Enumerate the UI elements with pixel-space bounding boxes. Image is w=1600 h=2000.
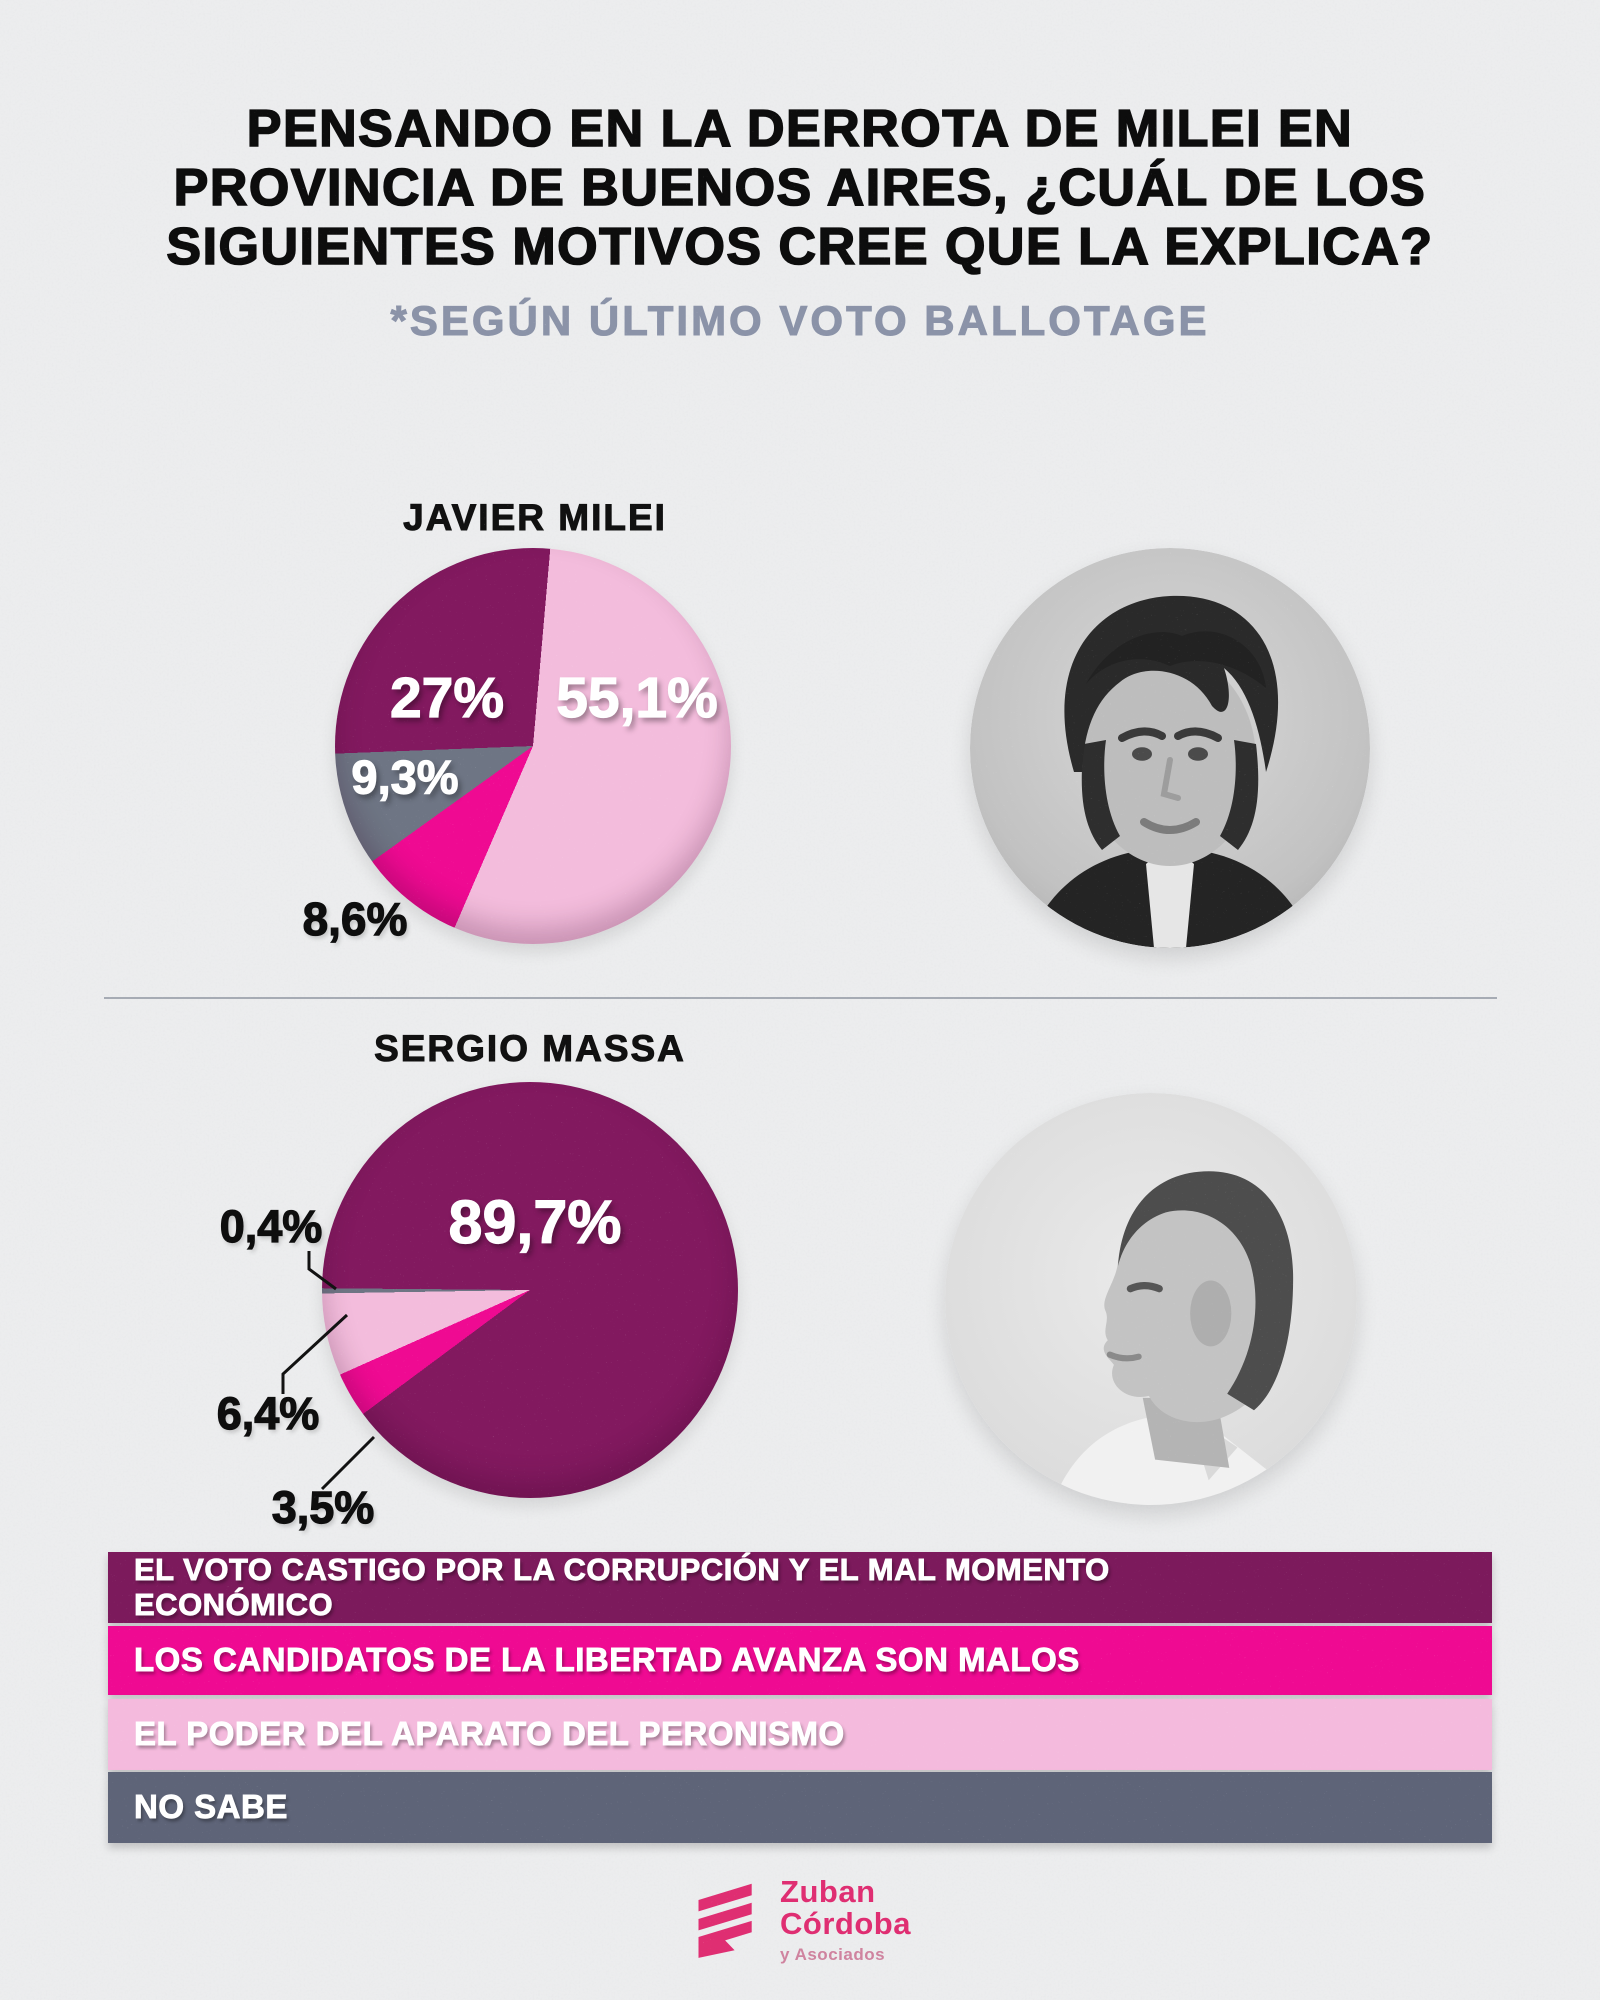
page-title-line-2: PROVINCIA DE BUENOS AIRES, ¿CUÁL DE LOS: [173, 158, 1427, 218]
milei-photo: [970, 548, 1370, 948]
zuban-cordoba-logo-icon: [698, 1883, 752, 1958]
massa-chart-title: SERGIO MASSA: [374, 1028, 686, 1070]
massa-slice-label-voto-castigo: 89,7%: [448, 1187, 622, 1256]
zuban-cordoba-wordmark: Zuban Córdoba y Asociados: [780, 1874, 911, 1965]
massa-portrait-placeholder: [945, 1093, 1357, 1505]
subtitle-note: *SEGÚN ÚLTIMO VOTO BALLOTAGE: [390, 297, 1210, 345]
legend-row-voto-castigo: EL VOTO CASTIGO POR LA CORRUPCIÓN Y EL M…: [108, 1552, 1492, 1623]
legend-label-voto-castigo-line-2: ECONÓMICO: [134, 1586, 334, 1622]
legend-label-candidatos-malos: LOS CANDIDATOS DE LA LIBERTAD AVANZA SON…: [134, 1641, 1080, 1679]
milei-portrait-placeholder: [970, 548, 1370, 948]
milei-pie-chart: [335, 548, 731, 944]
legend-row-aparato-peronismo: EL PODER DEL APARATO DEL PERONISMO: [108, 1699, 1492, 1770]
milei-slice-label-no-sabe: 9,3%: [351, 750, 459, 804]
milei-chart-title: JAVIER MILEI: [403, 497, 667, 539]
section-divider: [104, 997, 1497, 999]
legend-row-candidatos-malos: LOS CANDIDATOS DE LA LIBERTAD AVANZA SON…: [108, 1626, 1492, 1695]
zuban-cordoba-logo: Zuban Córdoba y Asociados: [0, 1874, 1600, 1965]
legend-label-no-sabe: NO SABE: [134, 1788, 288, 1826]
massa-slice-label-candidatos-malos: 3,5%: [271, 1481, 375, 1533]
milei-slice-label-aparato-peronismo: 55,1%: [556, 665, 719, 730]
massa-slice-label-aparato-peronismo: 6,4%: [216, 1387, 320, 1439]
page-title-line-3: SIGUIENTES MOTIVOS CREE QUE LA EXPLICA?: [166, 217, 1434, 277]
legend-row-no-sabe: NO SABE: [108, 1772, 1492, 1843]
logo-tagline: y Asociados: [780, 1945, 886, 1965]
page-title: PENSANDO EN LA DERROTA DE MILEI EN PROVI…: [70, 99, 1530, 277]
legend-label-aparato-peronismo: EL PODER DEL APARATO DEL PERONISMO: [134, 1715, 845, 1753]
milei-slice-label-candidatos-malos: 8,6%: [302, 892, 408, 945]
logo-name-line-2: Córdoba: [780, 1906, 911, 1942]
massa-slice-label-no-sabe: 0,4%: [219, 1200, 323, 1252]
logo-name-line-1: Zuban: [780, 1874, 876, 1909]
massa-pie-chart: [322, 1082, 738, 1498]
massa-photo: [945, 1093, 1357, 1505]
page-title-line-1: PENSANDO EN LA DERROTA DE MILEI EN: [246, 99, 1354, 159]
milei-slice-label-voto-castigo: 27%: [389, 665, 505, 730]
legend-label-voto-castigo-line-1: EL VOTO CASTIGO POR LA CORRUPCIÓN Y EL M…: [134, 1552, 1110, 1588]
